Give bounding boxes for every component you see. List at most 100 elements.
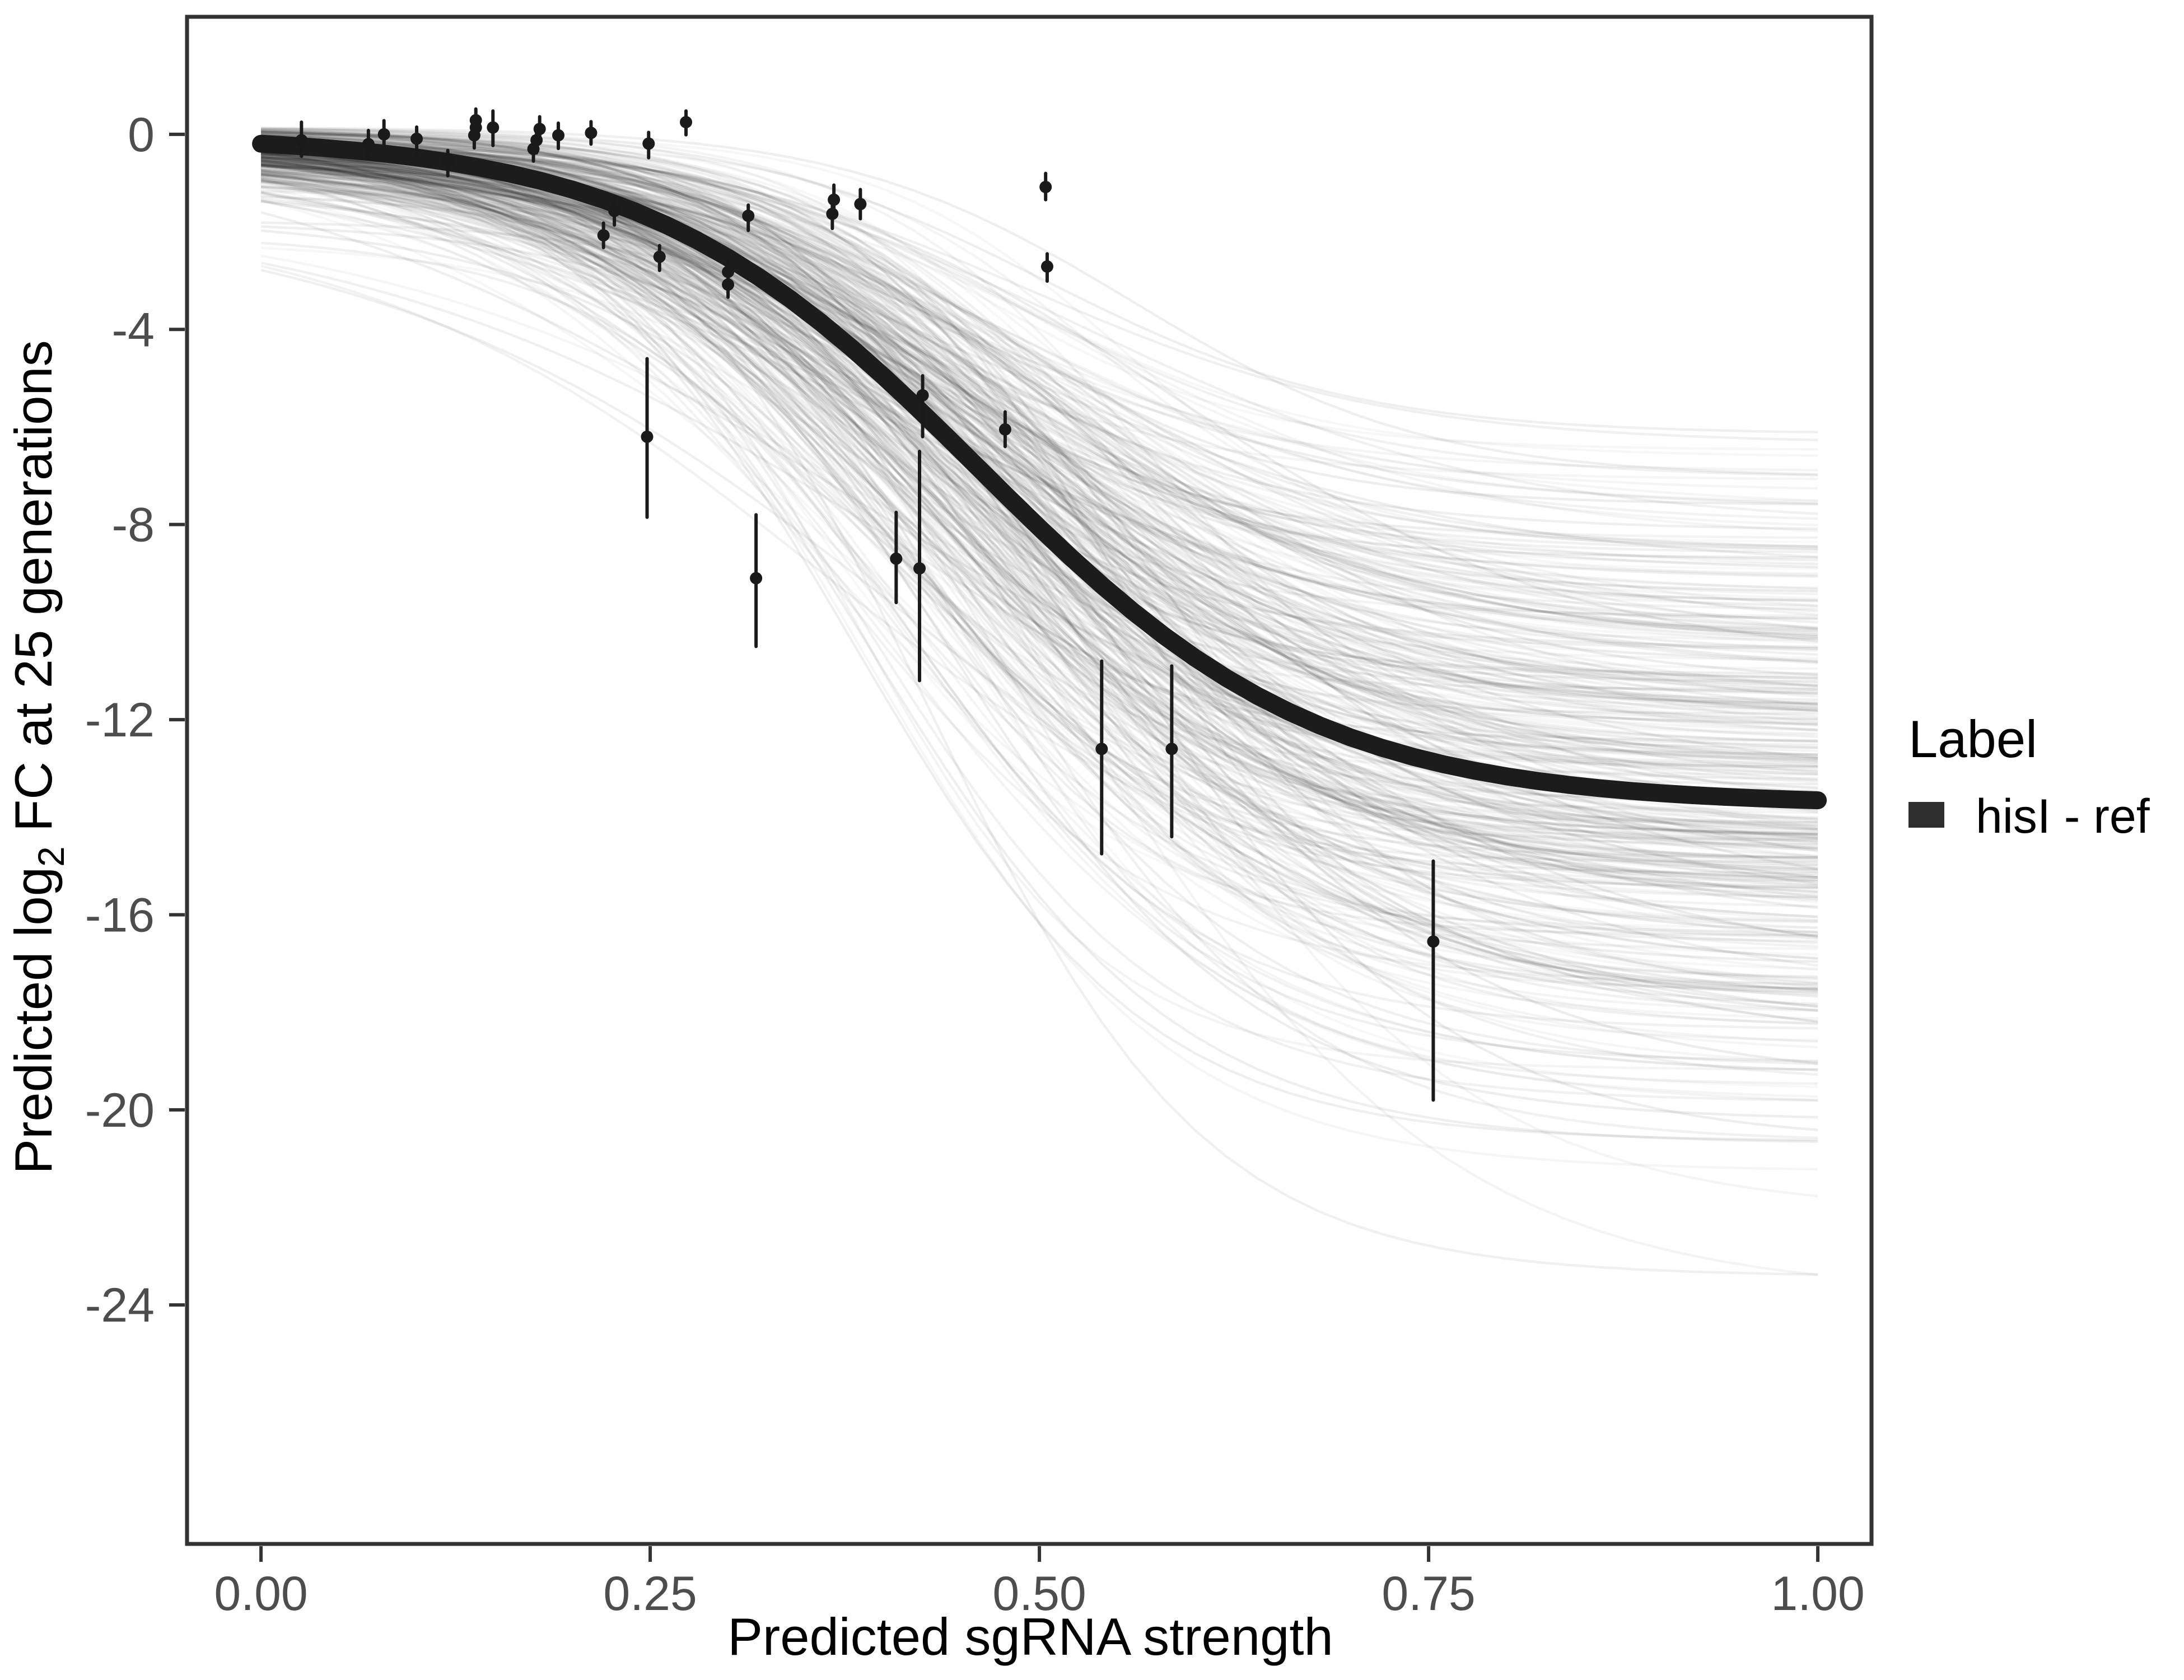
data-point: [585, 127, 598, 139]
posterior-sample-curve: [260, 175, 1818, 986]
posterior-sample-curve: [260, 164, 1818, 633]
data-point: [826, 207, 839, 220]
posterior-sample-curve: [260, 164, 1818, 743]
posterior-sample-curve: [260, 165, 1818, 757]
posterior-sample-curve: [260, 151, 1818, 1144]
y-tick-label: -12: [85, 693, 155, 747]
posterior-sample-curve: [260, 179, 1818, 1012]
posterior-sample-curve: [261, 160, 1818, 780]
posterior-sample-curve: [261, 139, 1818, 442]
posterior-sample-curve: [261, 138, 1818, 506]
posterior-sample-curve: [260, 156, 1818, 858]
posterior-sample-curve: [261, 136, 1818, 948]
posterior-sample-curve: [260, 158, 1818, 636]
posterior-sample-curve: [260, 173, 1818, 829]
posterior-sample-curve: [260, 162, 1818, 764]
posterior-sample-curve: [261, 130, 1818, 559]
posterior-sample-curve: [260, 162, 1818, 888]
posterior-sample-curve: [261, 129, 1818, 844]
posterior-sample-curve: [260, 264, 1818, 930]
legend-swatch-hisI-ref: [1908, 802, 1944, 828]
data-point: [653, 250, 666, 263]
posterior-sample-curve: [261, 131, 1818, 890]
data-point: [1040, 260, 1053, 273]
posterior-sample-curve: [260, 185, 1818, 776]
posterior-sample-curve: [260, 152, 1818, 900]
posterior-sample-curve: [260, 157, 1818, 759]
data-point: [1095, 743, 1108, 755]
posterior-sample-curve: [261, 146, 1818, 637]
posterior-sample-curve: [261, 127, 1818, 434]
x-axis-ticks: 0.00 0.25 0.50 0.75 1.00: [214, 1546, 1865, 1621]
posterior-sample-curve: [260, 176, 1818, 712]
posterior-sample-curve: [260, 169, 1818, 859]
y-tick-label: -20: [85, 1084, 155, 1137]
posterior-sample-curve: [260, 164, 1818, 804]
data-point: [533, 123, 546, 136]
posterior-sample-curve: [261, 169, 1818, 1198]
posterior-sample-curve: [260, 139, 1818, 764]
mean-curve: [252, 134, 1827, 810]
posterior-sample-curve: [261, 137, 1818, 806]
y-axis-title-sub: 2: [30, 846, 72, 867]
posterior-sample-curve: [261, 144, 1818, 1025]
posterior-sample-curve: [260, 179, 1818, 1065]
posterior-sample-curve: [260, 156, 1818, 1008]
data-point: [722, 265, 735, 278]
posterior-sample-curve: [261, 129, 1818, 837]
data-point: [377, 128, 390, 141]
posterior-sample-curve: [260, 192, 1818, 664]
posterior-sample-curve: [260, 180, 1818, 731]
posterior-sample-curve: [260, 151, 1818, 959]
posterior-sample-curve: [260, 152, 1818, 746]
posterior-sample-curve: [261, 143, 1818, 773]
posterior-sample-curve: [260, 155, 1818, 841]
data-point: [916, 389, 929, 402]
posterior-sample-curve: [261, 130, 1818, 548]
posterior-sample-curve: [260, 197, 1818, 967]
posterior-sample-curve: [260, 162, 1818, 712]
posterior-sample-curve: [260, 165, 1818, 842]
data-point: [890, 552, 903, 565]
posterior-sample-curve: [260, 147, 1818, 991]
posterior-sample-curve: [261, 141, 1818, 839]
posterior-sample-curve: [260, 153, 1818, 683]
posterior-sample-curve: [260, 171, 1818, 704]
posterior-sample-curve: [261, 130, 1818, 477]
posterior-sample-curve: [260, 146, 1818, 882]
posterior-sample-curve: [260, 156, 1818, 836]
posterior-sample-curve: [261, 128, 1818, 940]
posterior-sample-curve: [260, 165, 1818, 1006]
data-point: [295, 134, 308, 147]
posterior-sample-curve: [260, 160, 1818, 899]
posterior-sample-curve: [260, 146, 1818, 840]
posterior-sample-curve: [260, 142, 1818, 839]
posterior-sample-curve: [261, 174, 1818, 881]
legend-title: Label: [1908, 710, 2037, 768]
posterior-sample-curve: [260, 154, 1818, 784]
x-tick-label: 0.50: [992, 1567, 1086, 1621]
data-point: [552, 129, 565, 142]
data-point: [1427, 935, 1440, 948]
posterior-sample-curve: [260, 269, 1818, 1023]
posterior-sample-curve: [260, 146, 1818, 836]
posterior-sample-curve: [260, 152, 1818, 568]
posterior-sample-curve: [260, 163, 1818, 802]
data-point: [608, 204, 621, 217]
posterior-sample-curve: [260, 158, 1818, 690]
y-axis-title: Predicted log2 FC at 25 generations: [4, 340, 72, 1174]
posterior-sample-curve: [260, 225, 1818, 831]
posterior-sample-curve: [260, 163, 1818, 1023]
posterior-sample-curve: [261, 127, 1818, 476]
posterior-sample-curve: [260, 171, 1818, 934]
posterior-sample-curve: [261, 130, 1818, 990]
posterior-sample-curve: [261, 153, 1818, 981]
posterior-sample-curve: [260, 139, 1818, 893]
posterior-sample-curve: [261, 138, 1818, 738]
posterior-sample-curve: [260, 159, 1818, 899]
posterior-sample-curve: [260, 158, 1818, 1008]
posterior-sample-curve: [260, 179, 1818, 693]
posterior-sample-curve: [261, 141, 1818, 706]
posterior-sample-curve: [261, 142, 1818, 642]
posterior-sample-curve: [260, 170, 1818, 1071]
